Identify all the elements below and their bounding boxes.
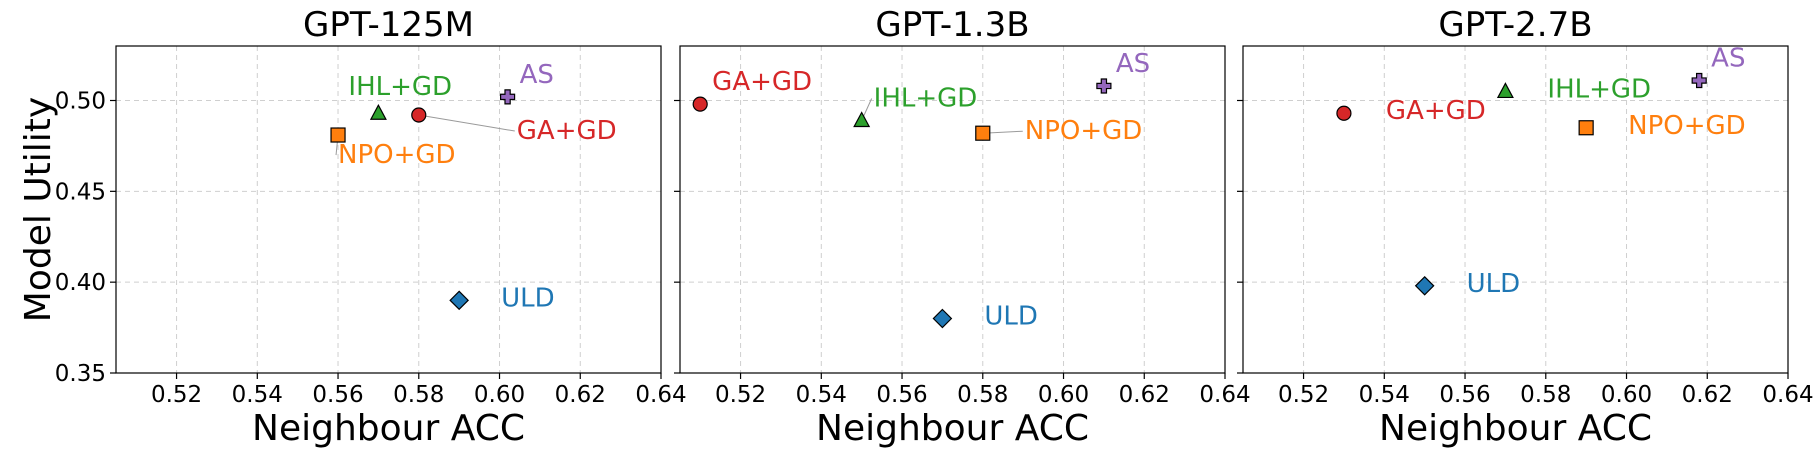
- panel-1-ytick-label: 0.35: [55, 361, 106, 387]
- panel-2-point-ga-gd-label: GA+GD: [712, 67, 812, 97]
- panel-2-title: GPT-1.3B: [875, 5, 1029, 45]
- panel-1-frame: [115, 45, 662, 374]
- panel-2-xtick-label: 0.62: [1119, 382, 1170, 408]
- panel-1-x-axis-label: Neighbour ACC: [252, 408, 525, 449]
- panel-1-point-npo-gd-label: NPO+GD: [338, 140, 456, 170]
- panel-1-point-npo-gd: [330, 127, 346, 143]
- panel-3-point-ihl-gd-label: IHL+GD: [1547, 74, 1651, 104]
- panel-2-frame: [679, 45, 1226, 374]
- panel-1-xtick-label: 0.52: [151, 382, 202, 408]
- panel-2-xtick-label: 0.54: [796, 382, 847, 408]
- panel-3-point-ga-gd: [1336, 105, 1352, 121]
- panel-3-xtick-label: 0.62: [1682, 382, 1733, 408]
- panel-2-point-ga-gd: [692, 96, 708, 112]
- panel-3-point-as: [1691, 72, 1707, 89]
- panel-1-point-uld-label: ULD: [501, 283, 555, 313]
- panel-1-point-ga-gd: [411, 107, 427, 123]
- panel-1-title: GPT-125M: [303, 5, 474, 45]
- panel-2-xtick-label: 0.56: [876, 382, 927, 408]
- panel-2-point-as: [1096, 78, 1112, 94]
- panel-1-xtick-label: 0.62: [555, 382, 606, 408]
- panel-2-point-ihl-gd: [853, 111, 871, 128]
- panel-3-point-uld-label: ULD: [1467, 269, 1521, 299]
- panel-2-point-as-label: AS: [1116, 49, 1150, 79]
- panel-3-point-npo-gd: [1578, 120, 1594, 136]
- panel-1-point-as-label: AS: [520, 60, 554, 90]
- panel-1-point-as: [499, 89, 516, 105]
- panel-2-point-ihl-gd-label: IHL+GD: [874, 83, 978, 113]
- panel-1-point-ihl-gd: [369, 103, 387, 120]
- panel-3-xtick-label: 0.52: [1278, 382, 1329, 408]
- panel-2-xtick-label: 0.52: [715, 382, 766, 408]
- panel-2-x-axis-label: Neighbour ACC: [816, 408, 1089, 449]
- panel-1-ytick-label: 0.50: [55, 89, 106, 115]
- panel-3-point-as-label: AS: [1711, 44, 1745, 74]
- panel-2-xtick-label: 0.64: [1199, 382, 1250, 408]
- panel-1-point-ihl-gd-label: IHL+GD: [348, 72, 452, 102]
- panel-3-title: GPT-2.7B: [1438, 5, 1592, 45]
- panel-1-xtick-label: 0.58: [393, 382, 444, 408]
- panel-1-xtick-label: 0.56: [312, 382, 363, 408]
- panel-1-ytick-label: 0.40: [55, 270, 106, 296]
- panel-1-xtick-label: 0.64: [635, 382, 686, 408]
- panel-1-xtick-label: 0.60: [474, 382, 525, 408]
- panel-3-xtick-label: 0.60: [1601, 382, 1652, 408]
- panel-1-point-uld: [449, 290, 469, 311]
- panel-2-point-npo-gd-label: NPO+GD: [1025, 116, 1143, 146]
- panel-3-point-npo-gd-label: NPO+GD: [1628, 111, 1746, 141]
- panel-3-x-axis-label: Neighbour ACC: [1379, 408, 1652, 449]
- panel-3-frame: [1242, 45, 1789, 374]
- panel-3-xtick-label: 0.58: [1520, 382, 1571, 408]
- panel-3-point-uld: [1414, 275, 1435, 296]
- panel-3-xtick-label: 0.56: [1439, 382, 1490, 408]
- panel-1-point-ga-gd-label: GA+GD: [517, 116, 617, 146]
- panel-1-xtick-label: 0.54: [232, 382, 283, 408]
- panel-2-point-uld: [932, 308, 953, 329]
- panel-1-point-ga-gd-leader: [418, 114, 515, 132]
- panel-2-xtick-label: 0.60: [1038, 382, 1089, 408]
- panel-3-xtick-label: 0.64: [1762, 382, 1813, 408]
- panel-2-point-uld-label: ULD: [984, 302, 1038, 332]
- panel-3-xtick-label: 0.54: [1359, 382, 1410, 408]
- panel-2-xtick-label: 0.58: [957, 382, 1008, 408]
- panel-3-point-ga-gd-label: GA+GD: [1386, 96, 1486, 126]
- panel-3-point-ihl-gd: [1496, 82, 1514, 99]
- y-axis-label: Model Utility: [18, 97, 59, 322]
- panel-2-point-npo-gd: [975, 125, 991, 141]
- panel-1-ytick-label: 0.45: [55, 179, 106, 205]
